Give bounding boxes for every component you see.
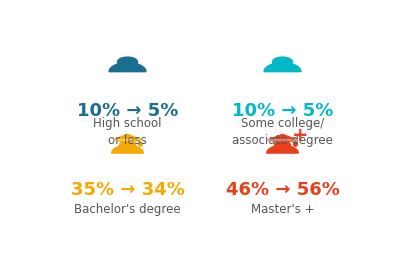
Circle shape	[118, 57, 138, 67]
Text: Bachelor's degree: Bachelor's degree	[74, 203, 181, 216]
Text: High school
or less: High school or less	[93, 117, 162, 147]
Text: 35% → 34%: 35% → 34%	[70, 181, 184, 199]
Text: Some college/
associate degree: Some college/ associate degree	[232, 117, 333, 147]
Text: 10% → 5%: 10% → 5%	[232, 102, 333, 120]
Polygon shape	[268, 134, 297, 143]
Text: 10% → 5%: 10% → 5%	[77, 102, 178, 120]
Bar	[113, 139, 142, 141]
Bar	[268, 139, 297, 141]
Wedge shape	[112, 145, 143, 153]
Polygon shape	[113, 134, 142, 143]
Circle shape	[272, 57, 292, 67]
Text: 46% → 56%: 46% → 56%	[226, 181, 340, 199]
Wedge shape	[267, 145, 298, 153]
Text: Master's +: Master's +	[251, 203, 314, 216]
Wedge shape	[109, 63, 146, 72]
Circle shape	[274, 141, 290, 149]
Text: +: +	[292, 126, 308, 145]
Circle shape	[120, 141, 136, 149]
Wedge shape	[264, 63, 301, 72]
